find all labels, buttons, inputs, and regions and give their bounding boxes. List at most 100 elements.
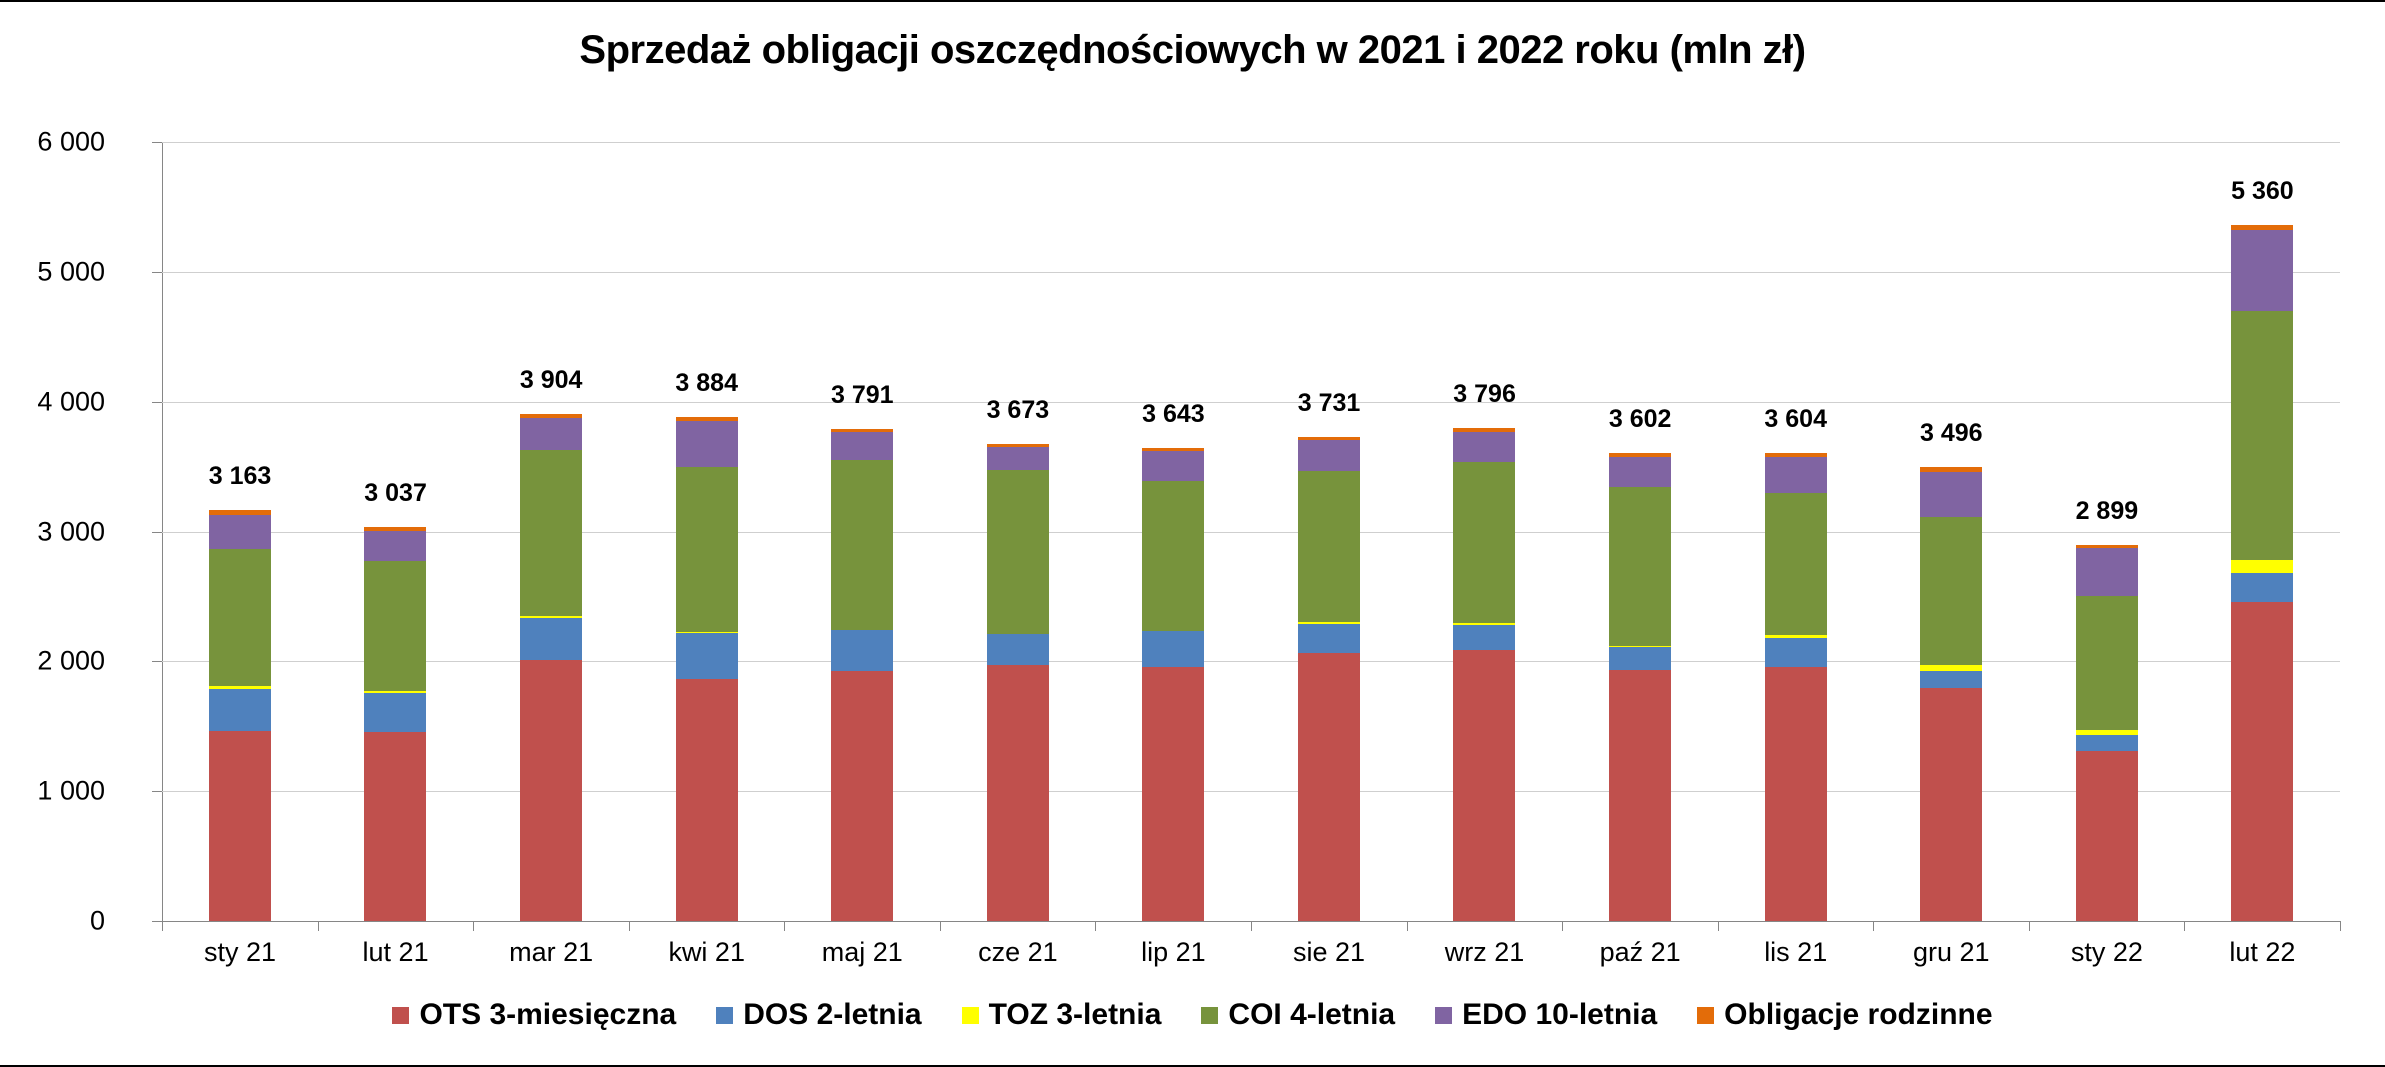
bar-segment xyxy=(519,617,582,660)
x-tick-label: lut 21 xyxy=(362,937,429,967)
y-tick-label: 4 000 xyxy=(37,386,105,417)
y-tick-label: 3 000 xyxy=(37,516,105,546)
total-label: 3 604 xyxy=(1764,405,1827,434)
x-tick xyxy=(2028,921,2030,931)
bar-segment xyxy=(1764,638,1827,667)
gridline xyxy=(162,661,2340,663)
bar-segment xyxy=(1142,631,1205,667)
stacked-bar xyxy=(1764,453,1827,921)
stacked-bar xyxy=(2075,544,2138,921)
bar-segment xyxy=(364,560,427,692)
bar-segment xyxy=(1608,645,1671,647)
bar-segment xyxy=(1297,439,1360,471)
bar-segment xyxy=(675,466,738,632)
stacked-bar xyxy=(1297,436,1360,921)
bar-segment xyxy=(1764,456,1827,494)
y-tick-label: 0 xyxy=(89,905,105,936)
stacked-bar xyxy=(675,416,738,921)
bar-segment xyxy=(986,634,1049,665)
total-label: 3 643 xyxy=(1142,400,1205,429)
bar-segment xyxy=(1920,670,1983,688)
bar-segment xyxy=(2231,602,2294,921)
gridline xyxy=(162,142,2340,143)
legend-swatch-icon xyxy=(1697,1006,1715,1024)
bar-segment xyxy=(519,615,582,618)
legend-label: COI 4-letnia xyxy=(1228,998,1396,1031)
legend-swatch-icon xyxy=(716,1006,734,1024)
legend-label: Obligacje rodzinne xyxy=(1724,998,1993,1031)
bar-segment xyxy=(2231,311,2294,561)
bar-segment xyxy=(1297,652,1360,921)
stacked-bar xyxy=(2231,225,2294,921)
y-tick xyxy=(152,791,162,793)
bar-segment xyxy=(986,446,1049,470)
bar-segment xyxy=(1297,436,1360,440)
bar-segment xyxy=(2075,544,2138,548)
legend-swatch-icon xyxy=(392,1006,410,1024)
bar-segment xyxy=(986,444,1049,447)
bar-segment xyxy=(675,420,738,467)
plot-area: 0 1 000 2 000 3 000 4 000 5 000 6 000 3 163 sty … xyxy=(37,127,2341,967)
x-tick-label: maj 21 xyxy=(821,937,903,967)
stacked-bar xyxy=(1608,453,1671,921)
bar-segment xyxy=(1453,649,1516,921)
y-tick xyxy=(152,142,162,143)
x-tick xyxy=(1873,921,1875,931)
gridline xyxy=(162,531,2340,533)
bar-segment xyxy=(1608,486,1671,646)
stacked-bar xyxy=(1453,428,1516,921)
legend-item: Obligacje rodzinne xyxy=(1697,998,1993,1032)
bar-segment xyxy=(1764,453,1827,457)
total-label: 3 904 xyxy=(519,366,583,395)
bar-segment xyxy=(675,678,738,921)
bar-segment xyxy=(1920,471,1983,517)
bar-segment xyxy=(2231,225,2294,231)
stacked-bar xyxy=(1920,467,1983,921)
x-tick-label: sty 22 xyxy=(2070,937,2143,967)
bar-segment xyxy=(519,659,582,921)
total-label: 5 360 xyxy=(2231,177,2294,206)
x-tick-label: lut 22 xyxy=(2229,937,2296,967)
legend-label: EDO 10-letnia xyxy=(1462,998,1658,1031)
bar-segment xyxy=(364,691,427,694)
x-tick-label: lip 21 xyxy=(1141,937,1206,967)
bar-segment xyxy=(2075,595,2138,731)
total-label: 3 163 xyxy=(208,462,272,491)
stacked-bar xyxy=(1142,448,1205,921)
bar-segment xyxy=(1920,516,1983,665)
total-label: 3 884 xyxy=(675,368,738,397)
x-tick xyxy=(784,921,786,931)
bar-segment xyxy=(1920,687,1983,921)
bar-segment xyxy=(2075,730,2138,735)
bar-segment xyxy=(1453,432,1516,462)
legend-item: DOS 2-letnia xyxy=(716,998,922,1032)
x-tick xyxy=(1095,921,1097,931)
stacked-bar xyxy=(519,414,582,921)
y-tick xyxy=(152,921,162,922)
x-tick xyxy=(162,921,163,931)
gridline xyxy=(162,401,2340,403)
bar-segment xyxy=(519,414,582,418)
bar-segment xyxy=(1608,453,1671,457)
bar-segment xyxy=(364,732,427,921)
bar-segment xyxy=(986,633,1049,635)
bar-segment xyxy=(208,731,271,921)
stacked-bar xyxy=(986,444,1049,921)
legend-swatch-icon xyxy=(1201,1006,1219,1024)
bar-segment xyxy=(1764,493,1827,635)
legend-item: COI 4-letnia xyxy=(1201,998,1395,1032)
bar-segment xyxy=(364,526,427,531)
legend-label: DOS 2-letnia xyxy=(743,998,922,1031)
x-tick-label: wrz 21 xyxy=(1444,937,1525,967)
bar-segment xyxy=(2231,572,2294,603)
bar-segment xyxy=(208,686,271,690)
x-tick xyxy=(1717,921,1719,931)
bar-segment xyxy=(208,510,271,515)
bar-segment xyxy=(831,670,894,921)
y-tick xyxy=(152,271,162,273)
stacked-bar xyxy=(364,526,427,921)
total-label: 3 791 xyxy=(831,380,894,409)
bar-segment xyxy=(208,514,271,549)
total-label: 3 796 xyxy=(1453,380,1516,409)
bar-segment xyxy=(831,629,894,631)
